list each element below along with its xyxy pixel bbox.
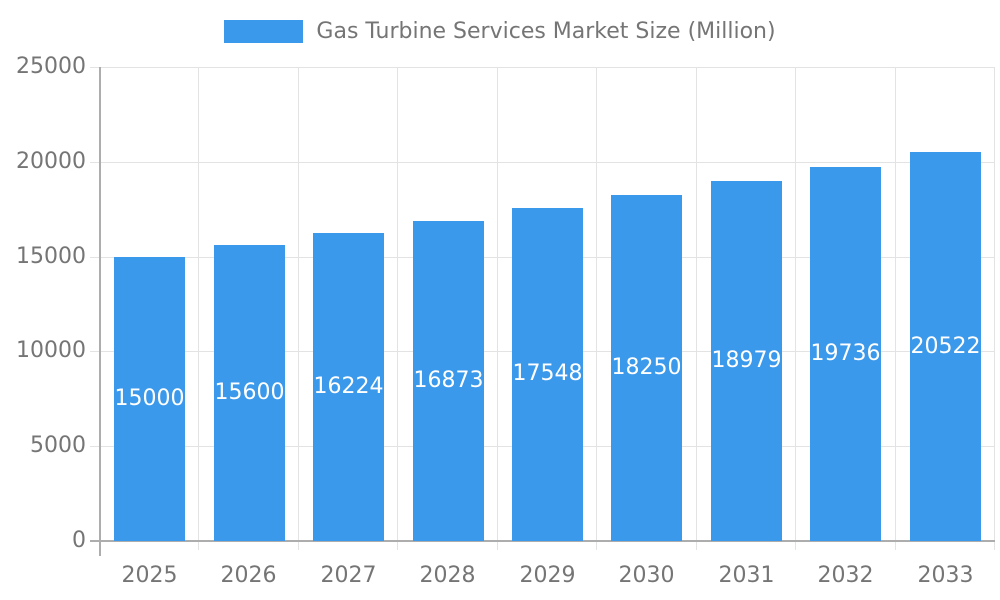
bar[interactable]: 17548 (512, 208, 583, 541)
y-axis-label: 10000 (16, 338, 86, 363)
bar-value-label: 19736 (810, 341, 881, 366)
bar-value-label: 18979 (711, 348, 782, 373)
x-axis-label: 2031 (718, 563, 775, 588)
x-axis-label: 2028 (419, 563, 476, 588)
gridline-v (397, 67, 398, 550)
y-axis-label: 0 (72, 528, 86, 553)
gridline-v (895, 67, 896, 550)
y-axis-label: 5000 (30, 433, 86, 458)
bar[interactable]: 18250 (611, 195, 682, 541)
bar[interactable]: 18979 (711, 181, 782, 541)
gridline-v (298, 67, 299, 550)
bar[interactable]: 15000 (114, 257, 185, 541)
bar-value-label: 17548 (512, 361, 583, 386)
bar-value-label: 15000 (114, 386, 185, 411)
legend-swatch (224, 20, 304, 43)
x-axis-label: 2032 (817, 563, 874, 588)
bar-value-label: 16873 (413, 368, 484, 393)
x-axis-label: 2026 (220, 563, 277, 588)
bar-value-label: 20522 (910, 334, 981, 359)
gridline-h (90, 67, 995, 68)
x-axis-line (90, 540, 995, 542)
bar[interactable]: 16873 (413, 221, 484, 541)
y-axis-line (99, 67, 101, 556)
bar-value-label: 18250 (611, 355, 682, 380)
x-axis-label: 2030 (618, 563, 675, 588)
chart-legend[interactable]: Gas Turbine Services Market Size (Millio… (0, 19, 1000, 44)
gridline-v (994, 67, 995, 550)
gridline-h (90, 162, 995, 163)
x-axis-label: 2025 (121, 563, 178, 588)
bar[interactable]: 20522 (910, 152, 981, 541)
gridline-v (696, 67, 697, 550)
gridline-v (497, 67, 498, 550)
bar[interactable]: 15600 (214, 245, 285, 541)
gridline-v (596, 67, 597, 550)
bar[interactable]: 19736 (810, 167, 881, 541)
legend-label: Gas Turbine Services Market Size (Millio… (316, 19, 776, 44)
x-axis-label: 2033 (917, 563, 974, 588)
x-axis-label: 2029 (519, 563, 576, 588)
y-axis-label: 15000 (16, 244, 86, 269)
bar-value-label: 16224 (313, 374, 384, 399)
gridline-v (795, 67, 796, 550)
y-axis-label: 25000 (16, 54, 86, 79)
y-axis-label: 20000 (16, 149, 86, 174)
gridline-v (198, 67, 199, 550)
x-axis-label: 2027 (320, 563, 377, 588)
bar-value-label: 15600 (214, 380, 285, 405)
bar[interactable]: 16224 (313, 233, 384, 541)
